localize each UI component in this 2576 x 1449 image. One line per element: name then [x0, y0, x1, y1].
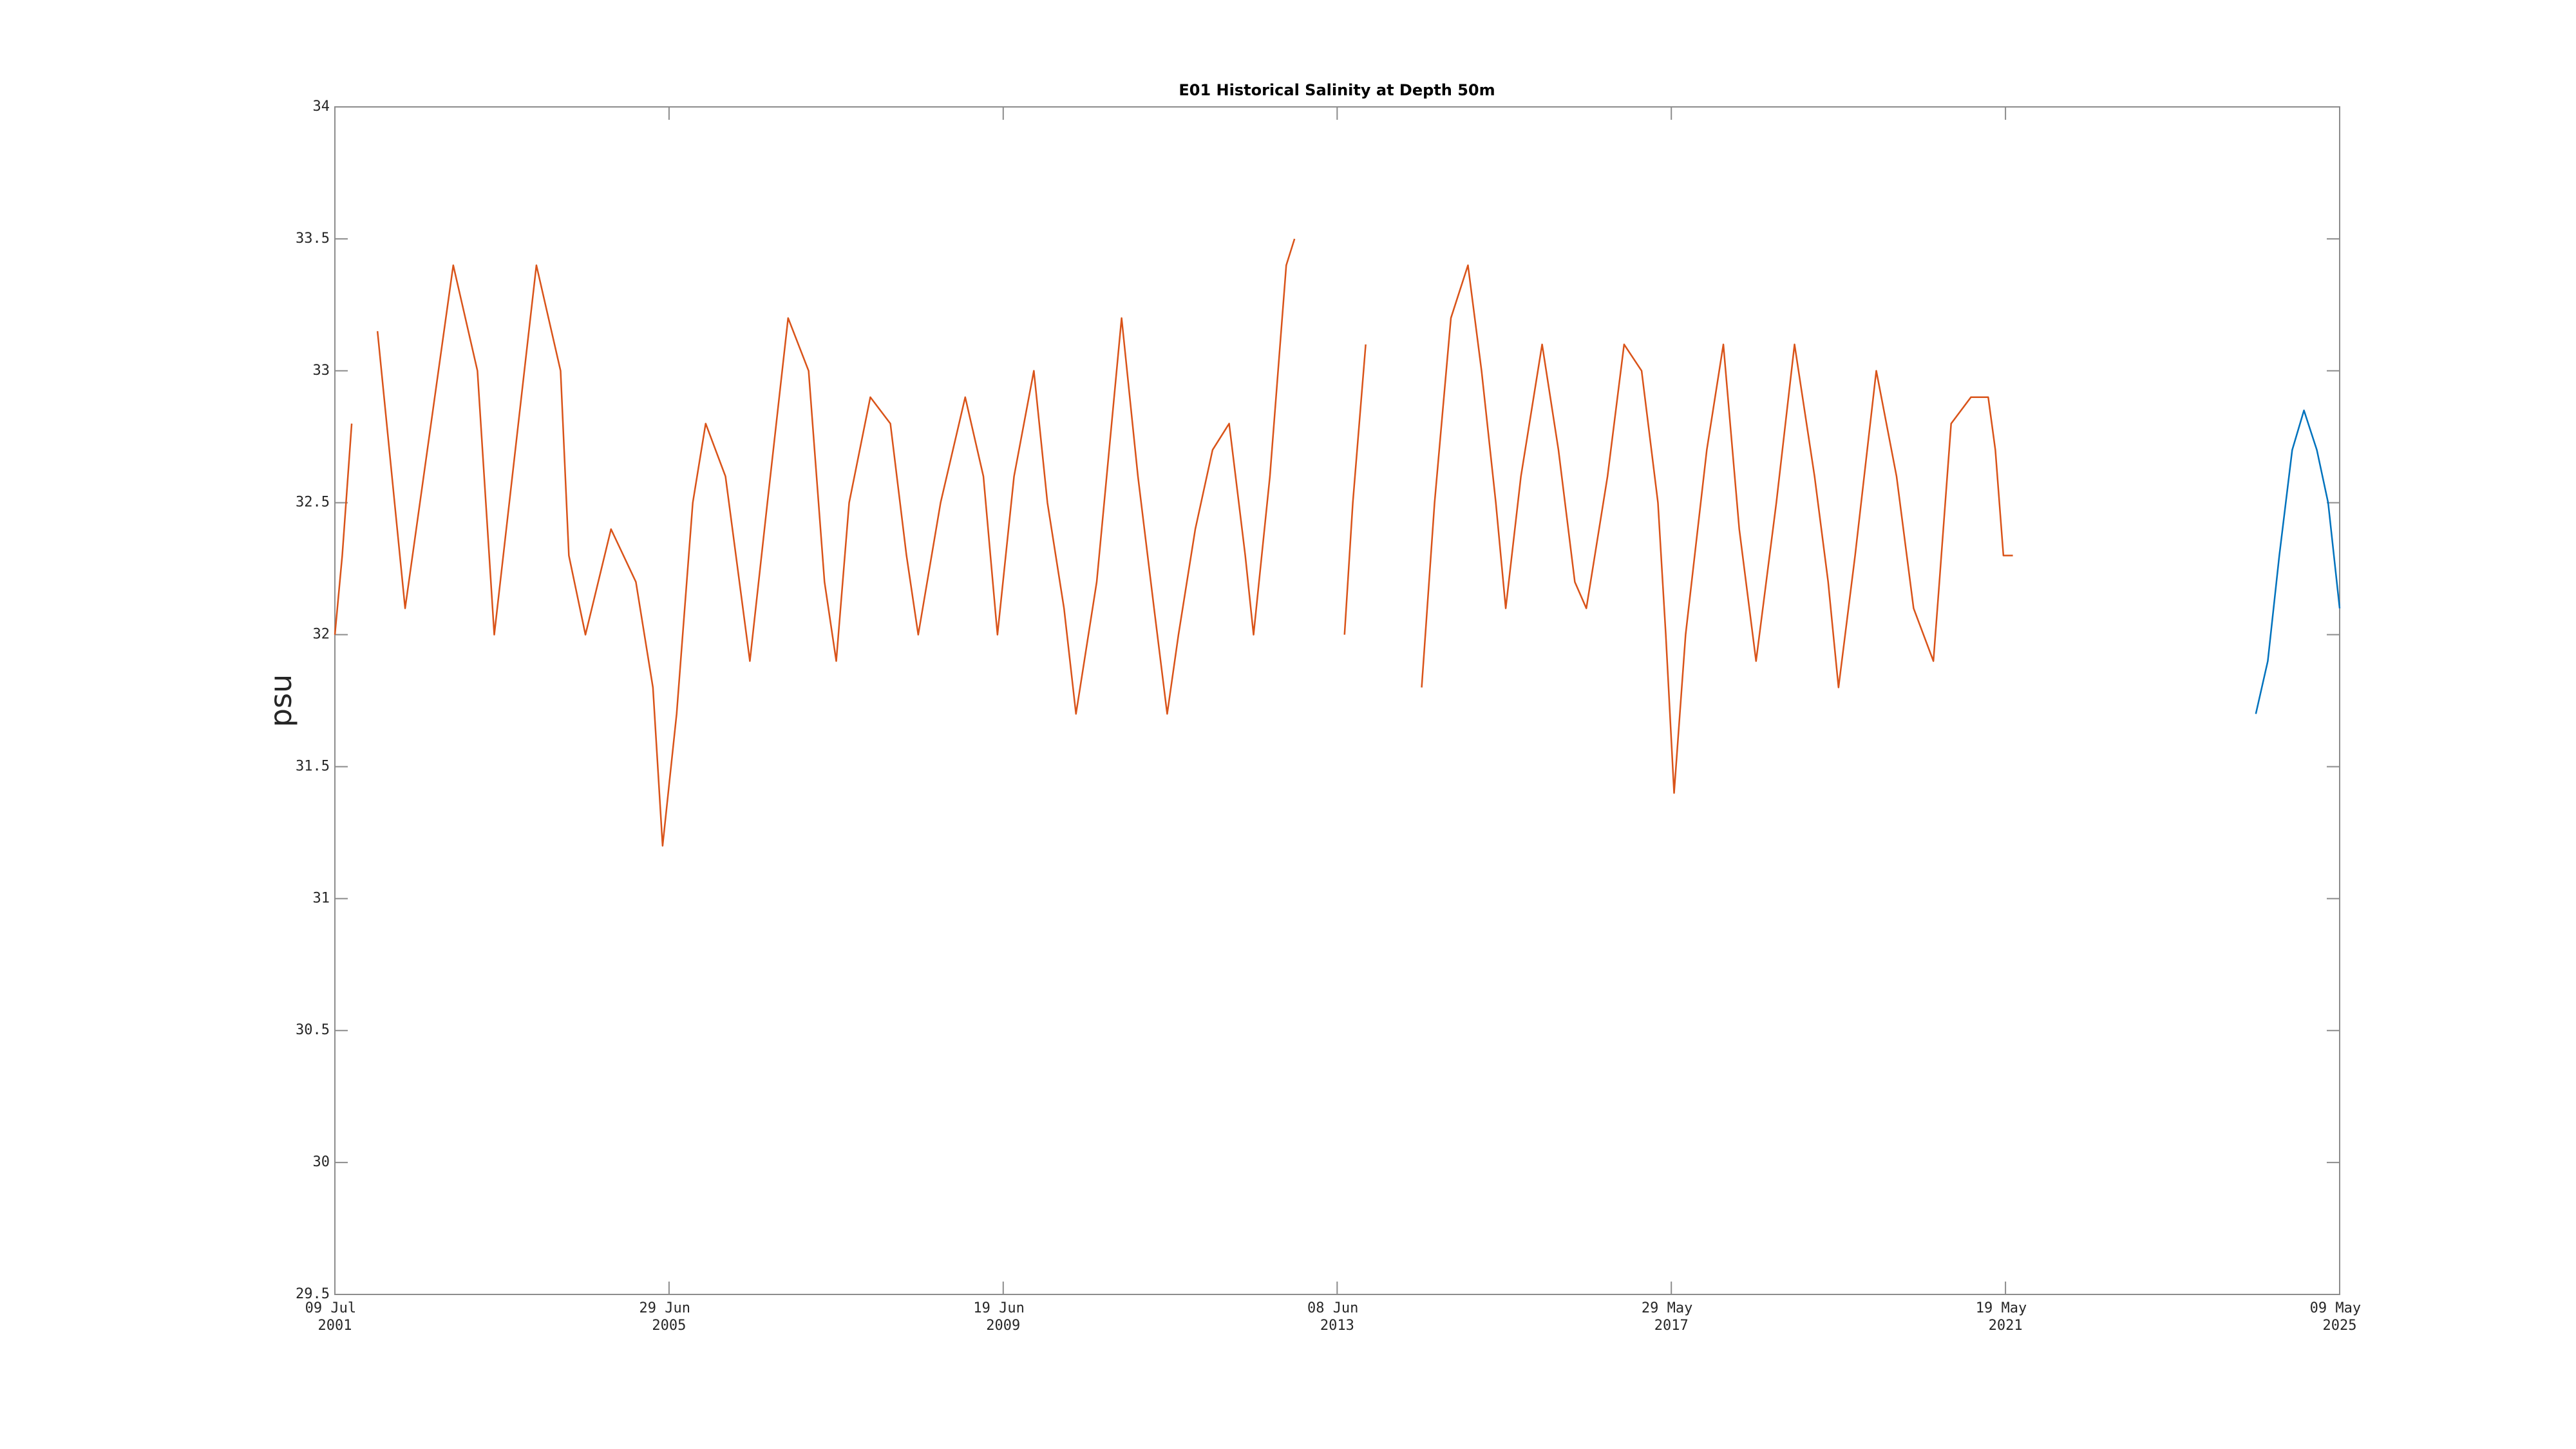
y-tick-label: 31 — [313, 890, 330, 906]
x-tick-label: 19 May 2021 — [1976, 1300, 2036, 1334]
data-line — [2255, 409, 2341, 714]
y-tick-label: 29.5 — [296, 1286, 330, 1302]
x-tick-label: 29 Jun 2005 — [639, 1300, 699, 1334]
y-tick-label: 33.5 — [296, 231, 330, 247]
data-line — [334, 238, 2013, 847]
y-tick-label: 34 — [313, 99, 330, 115]
x-tick-label: 09 May 2025 — [2310, 1300, 2370, 1334]
x-tick-label: 29 May 2017 — [1642, 1300, 1701, 1334]
y-tick-label: 30 — [313, 1154, 330, 1170]
x-tick-label: 09 Jul 2001 — [305, 1300, 365, 1334]
chart-title: E01 Historical Salinity at Depth 50m — [1179, 81, 1495, 99]
x-tick-label: 19 Jun 2009 — [973, 1300, 1033, 1334]
x-tick-label: 08 Jun 2013 — [1307, 1300, 1367, 1334]
y-tick-label: 33 — [313, 363, 330, 379]
y-axis-label: psu — [263, 674, 298, 727]
y-tick-label: 32 — [313, 627, 330, 643]
y-tick-label: 32.5 — [296, 495, 330, 511]
y-tick-label: 31.5 — [296, 758, 330, 774]
y-tick-label: 30.5 — [296, 1022, 330, 1038]
